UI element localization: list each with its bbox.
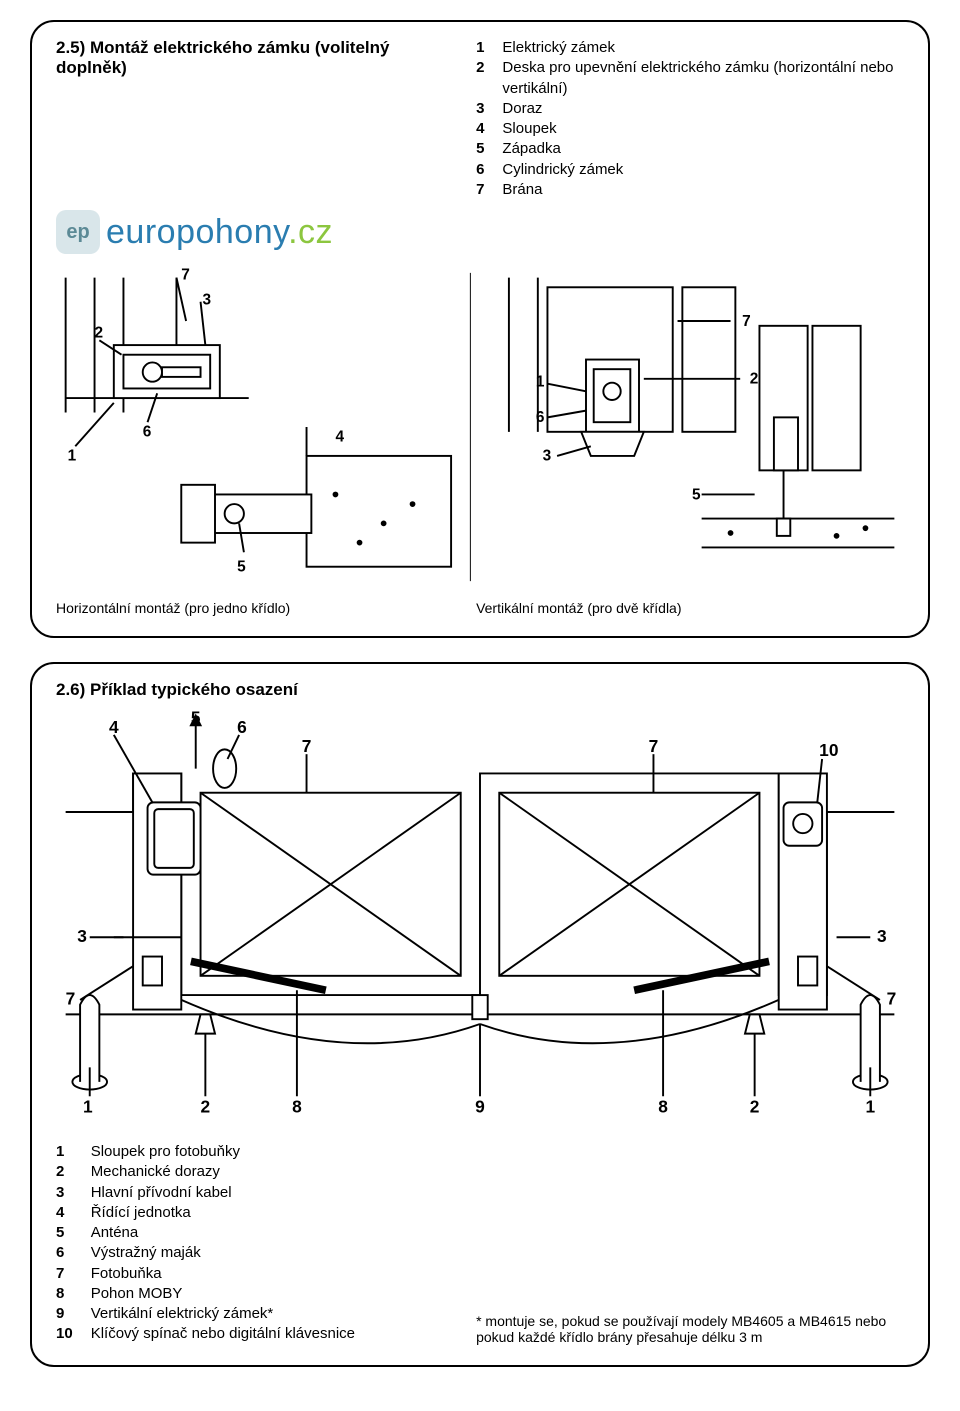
svg-text:1: 1 bbox=[865, 1097, 875, 1117]
legend-text: Anténa bbox=[91, 1223, 355, 1243]
svg-text:2: 2 bbox=[750, 1097, 760, 1117]
logo-part-euro: euro bbox=[106, 213, 176, 251]
section-2-6-legend: 1Sloupek pro fotobuňky 2Mechanické doraz… bbox=[56, 1142, 355, 1345]
legend-num: 5 bbox=[56, 1223, 91, 1243]
svg-text:10: 10 bbox=[819, 740, 838, 760]
typical-installation-diagram: 4 5 6 7 7 10 3 3 7 7 1 1 2 2 8 8 9 bbox=[56, 708, 904, 1128]
legend-num: 4 bbox=[476, 119, 502, 139]
svg-text:3: 3 bbox=[877, 926, 887, 946]
svg-text:3: 3 bbox=[202, 292, 211, 309]
section-2-5-panel: 2.5) Montáž elektrického zámku (voliteln… bbox=[30, 20, 930, 638]
svg-text:7: 7 bbox=[742, 313, 751, 330]
legend-text: Vertikální elektrický zámek* bbox=[91, 1304, 355, 1324]
legend-text: Elektrický zámek bbox=[502, 38, 904, 58]
svg-text:7: 7 bbox=[649, 736, 659, 756]
legend-text: Brána bbox=[502, 180, 904, 200]
svg-text:7: 7 bbox=[66, 989, 76, 1009]
svg-text:4: 4 bbox=[335, 428, 344, 445]
svg-text:2: 2 bbox=[750, 371, 759, 388]
footnote: * montuje se, pokud se používají modely … bbox=[476, 1313, 904, 1345]
legend-text: Deska pro upevnění elektrického zámku (h… bbox=[502, 58, 904, 99]
section-2-5-legend: 1Elektrický zámek 2Deska pro upevnění el… bbox=[476, 38, 904, 200]
svg-text:8: 8 bbox=[658, 1097, 668, 1117]
lock-mounting-diagram: 7 3 2 6 1 4 bbox=[56, 262, 904, 592]
legend-text: Klíčový spínač nebo digitální klávesnice bbox=[91, 1324, 355, 1344]
logo-part-cz: .cz bbox=[288, 213, 333, 251]
svg-text:7: 7 bbox=[181, 267, 190, 284]
svg-text:7: 7 bbox=[887, 989, 897, 1009]
legend-text: Výstražný maják bbox=[91, 1243, 355, 1263]
logo-part-pohony: pohony bbox=[176, 213, 288, 251]
svg-text:6: 6 bbox=[143, 424, 152, 441]
caption-horizontal: Horizontální montáž (pro jedno křídlo) bbox=[56, 600, 446, 616]
legend-num: 1 bbox=[56, 1142, 91, 1162]
legend-num: 4 bbox=[56, 1203, 91, 1223]
legend-text: Sloupek pro fotobuňky bbox=[91, 1142, 355, 1162]
legend-num: 2 bbox=[476, 58, 502, 99]
section-2-5-title: 2.5) Montáž elektrického zámku (voliteln… bbox=[56, 38, 446, 78]
legend-text: Sloupek bbox=[502, 119, 904, 139]
legend-num: 3 bbox=[476, 99, 502, 119]
legend-num: 1 bbox=[476, 38, 502, 58]
logo-badge: ep bbox=[56, 210, 100, 254]
logo-prefix: ep bbox=[66, 221, 89, 244]
legend-num: 5 bbox=[476, 139, 502, 159]
svg-text:2: 2 bbox=[201, 1097, 211, 1117]
svg-text:8: 8 bbox=[292, 1097, 302, 1117]
svg-text:3: 3 bbox=[77, 926, 87, 946]
legend-num: 10 bbox=[56, 1324, 91, 1344]
legend-text: Řídící jednotka bbox=[91, 1203, 355, 1223]
legend-num: 6 bbox=[56, 1243, 91, 1263]
legend-num: 7 bbox=[476, 180, 502, 200]
legend-num: 9 bbox=[56, 1304, 91, 1324]
svg-text:1: 1 bbox=[68, 448, 77, 465]
svg-text:7: 7 bbox=[302, 736, 312, 756]
legend-num: 8 bbox=[56, 1284, 91, 1304]
svg-text:6: 6 bbox=[536, 409, 545, 426]
section-2-6-title: 2.6) Příklad typického osazení bbox=[56, 680, 904, 700]
legend-text: Cylindrický zámek bbox=[502, 160, 904, 180]
legend-text: Fotobuňka bbox=[91, 1264, 355, 1284]
svg-text:5: 5 bbox=[692, 486, 701, 503]
svg-text:3: 3 bbox=[543, 448, 552, 465]
svg-text:1: 1 bbox=[83, 1097, 93, 1117]
legend-num: 6 bbox=[476, 160, 502, 180]
legend-text: Západka bbox=[502, 139, 904, 159]
legend-num: 7 bbox=[56, 1264, 91, 1284]
svg-text:5: 5 bbox=[191, 708, 201, 727]
svg-text:4: 4 bbox=[109, 717, 119, 737]
legend-num: 3 bbox=[56, 1183, 91, 1203]
section-2-6-panel: 2.6) Příklad typického osazení bbox=[30, 662, 930, 1367]
svg-text:5: 5 bbox=[237, 559, 246, 576]
legend-text: Pohon MOBY bbox=[91, 1284, 355, 1304]
svg-text:1: 1 bbox=[536, 374, 545, 391]
svg-text:9: 9 bbox=[475, 1097, 485, 1117]
europohony-logo: ep europohony.cz bbox=[56, 210, 904, 254]
legend-text: Mechanické dorazy bbox=[91, 1162, 355, 1182]
legend-text: Doraz bbox=[502, 99, 904, 119]
caption-vertical: Vertikální montáž (pro dvě křídla) bbox=[476, 600, 904, 616]
legend-text: Hlavní přívodní kabel bbox=[91, 1183, 355, 1203]
svg-text:6: 6 bbox=[237, 717, 247, 737]
legend-num: 2 bbox=[56, 1162, 91, 1182]
svg-text:2: 2 bbox=[95, 324, 104, 341]
